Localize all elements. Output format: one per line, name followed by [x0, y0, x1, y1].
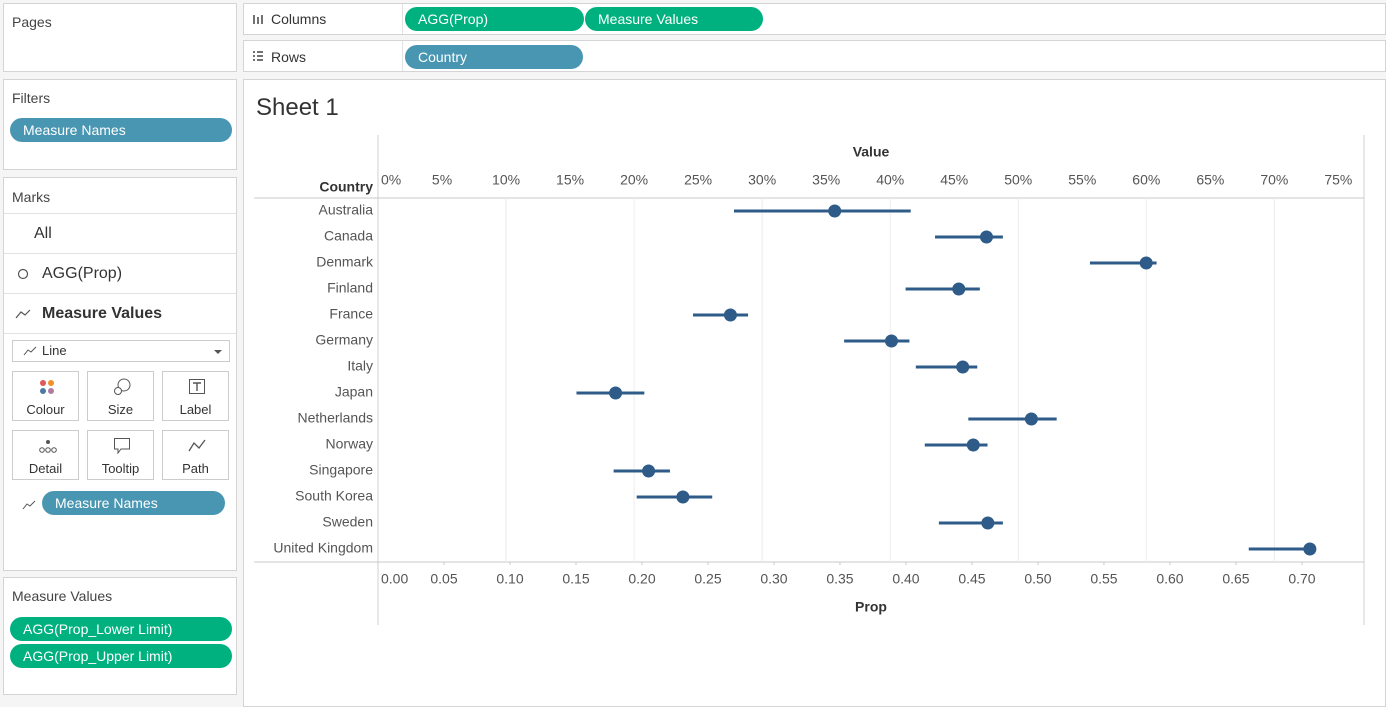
size-icon — [114, 378, 131, 395]
marks-layer[interactable]: All — [4, 213, 236, 253]
row-pill[interactable]: Country — [405, 45, 583, 69]
line-icon — [23, 346, 37, 356]
label-icon — [189, 379, 205, 394]
colour-icon — [40, 380, 54, 394]
filters-title: Filters — [12, 90, 51, 106]
label-button[interactable]: Label — [162, 371, 229, 421]
filter-pill[interactable]: Measure Names — [10, 118, 232, 142]
marks-layer[interactable]: Measure Values — [4, 293, 236, 333]
divider — [402, 4, 403, 34]
mark-type-dropdown[interactable]: Line — [12, 340, 230, 362]
size-button[interactable]: Size — [87, 371, 154, 421]
mark-type: Line — [42, 343, 67, 358]
circle-icon — [17, 268, 29, 280]
columns-shelf: Columns AGG(Prop) Measure Values — [243, 3, 1386, 35]
colour-button[interactable]: Colour — [12, 371, 79, 421]
rows-shelf: Rows Country — [243, 40, 1386, 72]
path-icon — [188, 439, 206, 452]
button-label: Path — [182, 461, 209, 476]
divider — [402, 41, 403, 71]
button-label: Size — [107, 402, 134, 417]
button-label: Colour — [26, 402, 65, 417]
path-button[interactable]: Path — [162, 430, 229, 480]
measure-values-title: Measure Values — [12, 588, 113, 604]
shelf-label: Columns — [271, 11, 327, 27]
measure-pill[interactable]: AGG(Prop_Upper Limit) — [10, 644, 232, 668]
rows-icon — [253, 51, 263, 61]
line-icon — [15, 309, 31, 319]
measure-values-card: Measure Values AGG(Prop_Lower Limit) AGG… — [3, 577, 237, 695]
layer-label: All — [34, 225, 52, 242]
tooltip-button[interactable]: Tooltip — [87, 430, 154, 480]
sheet-area: Sheet 1 — [243, 79, 1386, 707]
columns-icon — [253, 15, 263, 24]
button-label: Detail — [28, 461, 63, 476]
marks-card: Marks All AGG(Prop) Measure Values Line … — [3, 177, 237, 571]
sheet-title: Sheet 1 — [256, 94, 339, 121]
dropdown-arrow — [214, 350, 222, 354]
column-pill[interactable]: Measure Values — [585, 7, 763, 31]
button-label: Label — [179, 402, 212, 417]
line-icon — [22, 500, 36, 510]
shelf-label: Rows — [271, 49, 307, 65]
path-pill[interactable]: Measure Names — [42, 491, 225, 515]
measure-pill[interactable]: AGG(Prop_Lower Limit) — [10, 617, 232, 641]
filters-card: Filters Measure Names — [3, 79, 237, 170]
button-label: Tooltip — [101, 461, 140, 476]
divider — [4, 333, 236, 334]
pages-title: Pages — [12, 14, 52, 30]
detail-icon — [39, 440, 57, 453]
pages-card: Pages — [3, 3, 237, 72]
layer-label: Measure Values — [42, 305, 163, 322]
column-pill[interactable]: AGG(Prop) — [405, 7, 584, 31]
layer-label: AGG(Prop) — [42, 265, 123, 282]
marks-layer[interactable]: AGG(Prop) — [4, 253, 236, 293]
tooltip-icon — [114, 438, 130, 455]
marks-title: Marks — [12, 189, 51, 205]
detail-button[interactable]: Detail — [12, 430, 79, 480]
